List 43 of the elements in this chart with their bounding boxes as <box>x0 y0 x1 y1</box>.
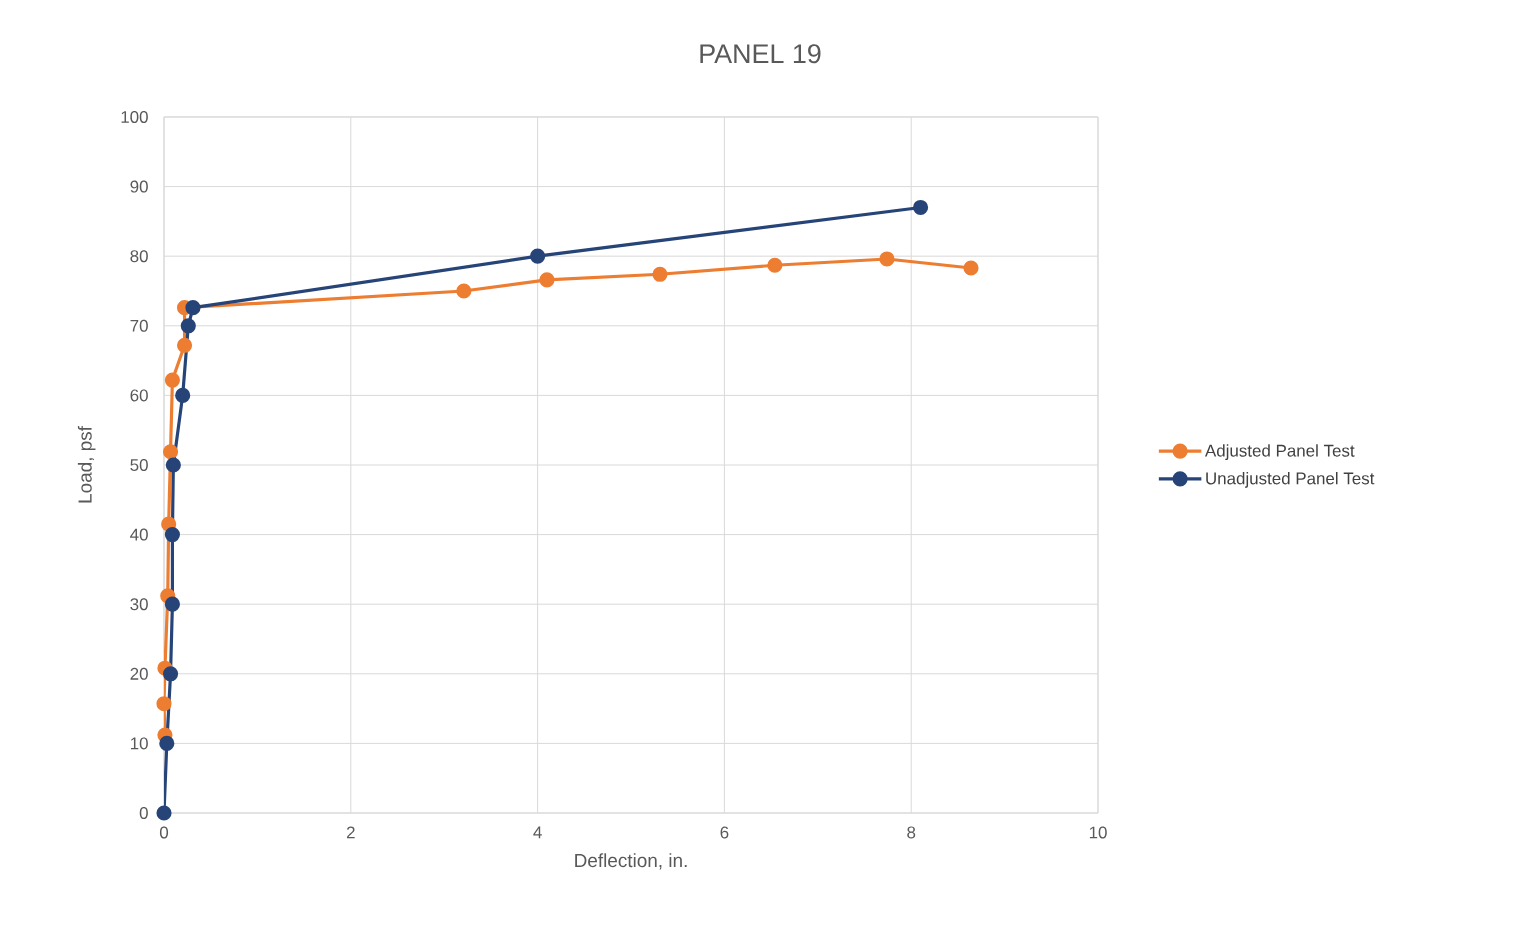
y-tick-label: 80 <box>130 250 148 263</box>
y-tick-label: 40 <box>130 528 148 541</box>
y-tick-label: 20 <box>130 667 148 680</box>
point <box>963 260 979 276</box>
y-tick-label: 70 <box>130 319 148 332</box>
point <box>162 444 179 460</box>
point <box>175 387 191 403</box>
x-tick-label: 2 <box>346 826 355 839</box>
point <box>176 337 193 353</box>
y-axis-title: Load, psf <box>77 426 96 503</box>
point <box>879 251 895 267</box>
y-tick-label: 60 <box>130 389 148 402</box>
point <box>180 318 196 334</box>
x-tick-label: 6 <box>720 826 729 839</box>
legend-label: Adjusted Panel Test <box>1204 444 1355 461</box>
point <box>185 300 201 316</box>
point <box>539 272 555 288</box>
x-tick-label: 0 <box>159 826 169 839</box>
point <box>162 666 179 682</box>
point <box>156 696 172 712</box>
point <box>159 735 175 751</box>
point <box>767 257 783 273</box>
y-tick-label: 10 <box>130 737 148 750</box>
y-tick-label: 30 <box>130 598 148 611</box>
y-tick-label: 0 <box>139 807 148 819</box>
x-tick-label: 4 <box>533 826 542 839</box>
y-tick-label: 100 <box>121 110 148 123</box>
point <box>164 372 180 388</box>
point <box>156 805 172 821</box>
x-axis-title: Deflection, in. <box>575 853 687 870</box>
point <box>912 199 929 216</box>
point <box>530 248 546 264</box>
legend-label: Unadjusted Panel Test <box>1206 471 1375 488</box>
point <box>652 266 668 282</box>
chart-title: PANEL 19 <box>700 44 821 64</box>
y-tick-label: 90 <box>130 180 148 193</box>
point <box>164 596 180 612</box>
point <box>456 283 472 299</box>
point <box>164 527 180 543</box>
point <box>165 457 181 473</box>
x-tick-label: 10 <box>1089 826 1107 839</box>
y-tick-label: 50 <box>130 458 148 471</box>
x-tick-label: 8 <box>907 826 916 839</box>
